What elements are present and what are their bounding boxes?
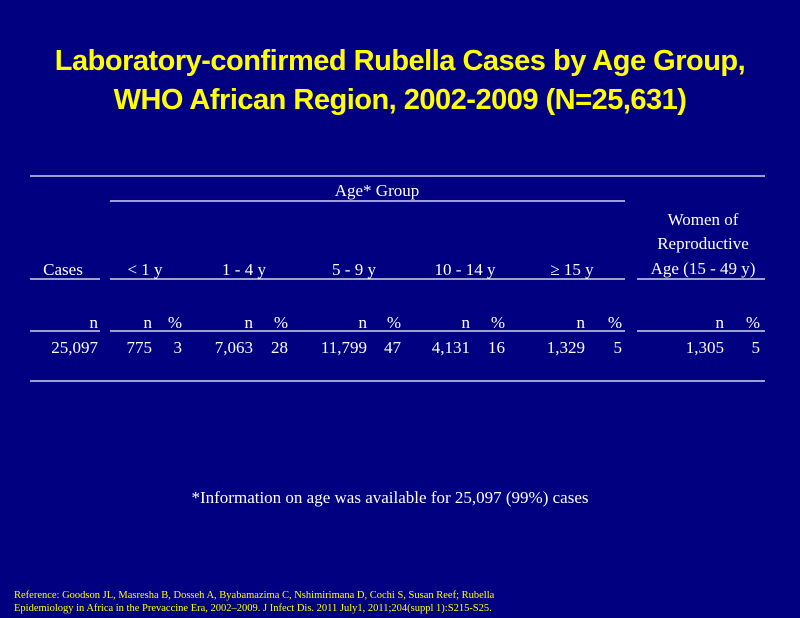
column-header: ≥ 15 y <box>550 260 594 279</box>
title-line: Laboratory-confirmed Rubella Cases by Ag… <box>55 45 745 77</box>
title-line: WHO African Region, 2002-2009 (N=25,631) <box>114 84 687 116</box>
reference: Reference: Goodson JL, Masresha B, Dosse… <box>14 590 495 601</box>
table-cell: 5 <box>614 338 623 357</box>
women-header: Reproductive <box>657 234 749 253</box>
table-cell: 16 <box>488 338 505 357</box>
subheader: % <box>168 313 182 332</box>
subheader: % <box>491 313 505 332</box>
subheader: n <box>90 313 99 332</box>
table-cell: 5 <box>752 338 761 357</box>
footnote: *Information on age was available for 25… <box>191 488 588 507</box>
subheader: n <box>245 313 254 332</box>
women-header: Age (15 - 49 y) <box>651 259 756 278</box>
subheader: n <box>716 313 725 332</box>
subheader: % <box>274 313 288 332</box>
table-cell: 47 <box>384 338 402 357</box>
group-header: Age* Group <box>335 181 420 200</box>
column-header: Cases <box>43 260 83 279</box>
subheader: % <box>608 313 622 332</box>
reference: Epidemiology in Africa in the Prevaccine… <box>14 603 492 614</box>
table-cell: 775 <box>127 338 153 357</box>
table-cell: 25,097 <box>51 338 98 357</box>
table-cell: 28 <box>271 338 288 357</box>
table-cell: 4,131 <box>432 338 470 357</box>
column-header: 5 - 9 y <box>332 260 376 279</box>
column-header: 10 - 14 y <box>435 260 496 279</box>
women-header: Women of <box>668 210 739 229</box>
table-cell: 11,799 <box>321 338 367 357</box>
subheader: n <box>144 313 153 332</box>
subheader: n <box>577 313 586 332</box>
table-cell: 1,305 <box>686 338 724 357</box>
table-cell: 3 <box>174 338 183 357</box>
subheader: % <box>746 313 760 332</box>
subheader: % <box>387 313 401 332</box>
column-header: 1 - 4 y <box>222 260 266 279</box>
table-cell: 7,063 <box>215 338 253 357</box>
column-header: < 1 y <box>127 260 163 279</box>
subheader: n <box>462 313 471 332</box>
subheader: n <box>359 313 368 332</box>
table-cell: 1,329 <box>547 338 585 357</box>
